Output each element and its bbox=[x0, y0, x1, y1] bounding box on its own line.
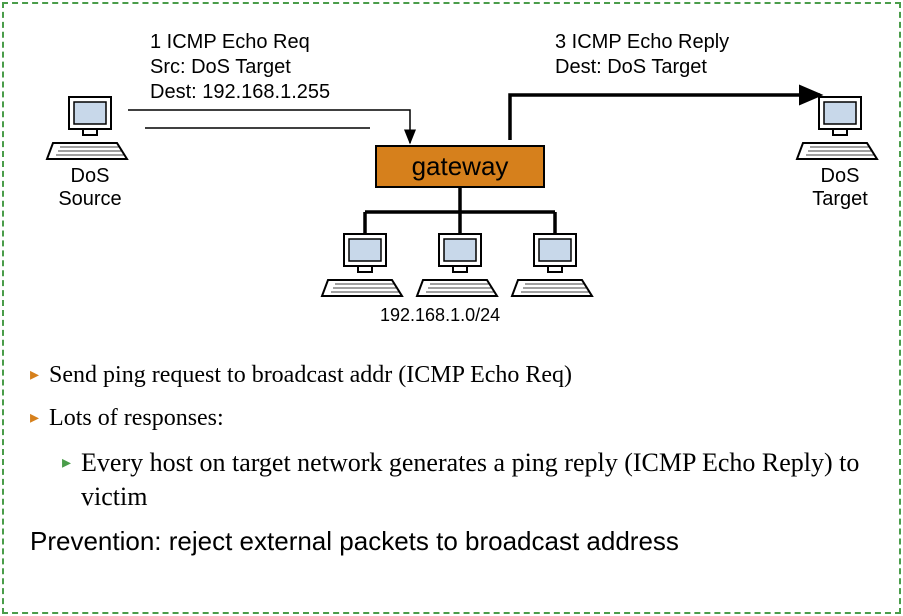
packet2-line1: 3 ICMP Echo Reply bbox=[555, 30, 729, 55]
dos-source-node: DoS Source bbox=[35, 95, 145, 211]
packet2-label: 3 ICMP Echo Reply Dest: DoS Target bbox=[555, 30, 729, 80]
gateway-label: gateway bbox=[412, 151, 509, 181]
network-diagram: DoS Source 1 ICMP Echo Req Src: DoS Targ… bbox=[20, 20, 883, 360]
computer-icon bbox=[320, 232, 410, 302]
subnet-label: 192.168.1.0/24 bbox=[380, 305, 500, 326]
dos-target-label: DoS Target bbox=[790, 165, 890, 211]
computer-icon bbox=[510, 232, 600, 302]
bullet-text: Send ping request to broadcast addr (ICM… bbox=[49, 360, 572, 391]
bullet-text: Lots of responses: bbox=[49, 403, 224, 434]
bullet-item: ▸ Lots of responses: bbox=[30, 403, 873, 434]
computer-icon bbox=[45, 95, 135, 165]
sub-bullet-item: ▸ Every host on target network generates… bbox=[62, 446, 873, 514]
prevention-text: Prevention: reject external packets to b… bbox=[30, 526, 873, 557]
packet1-label: 1 ICMP Echo Req Src: DoS Target Dest: 19… bbox=[150, 30, 330, 105]
packet1-line1: 1 ICMP Echo Req bbox=[150, 30, 330, 55]
gateway-node: gateway bbox=[375, 145, 545, 188]
packet2-line2: Dest: DoS Target bbox=[555, 55, 729, 80]
bullet-item: ▸ Send ping request to broadcast addr (I… bbox=[30, 360, 873, 391]
bullet-marker-icon: ▸ bbox=[30, 407, 39, 428]
subnet-host bbox=[415, 232, 505, 307]
subnet-host bbox=[510, 232, 600, 307]
dos-source-label: DoS Source bbox=[35, 165, 145, 211]
sub-bullet-marker-icon: ▸ bbox=[62, 452, 71, 473]
packet1-line2: Src: DoS Target bbox=[150, 55, 330, 80]
dos-target-node: DoS Target bbox=[790, 95, 890, 211]
computer-icon bbox=[795, 95, 885, 165]
subnet-host bbox=[320, 232, 410, 307]
computer-icon bbox=[415, 232, 505, 302]
content-area: ▸ Send ping request to broadcast addr (I… bbox=[30, 360, 873, 557]
packet1-line3: Dest: 192.168.1.255 bbox=[150, 80, 330, 105]
bullet-marker-icon: ▸ bbox=[30, 364, 39, 385]
sub-bullet-text: Every host on target network generates a… bbox=[81, 446, 873, 514]
